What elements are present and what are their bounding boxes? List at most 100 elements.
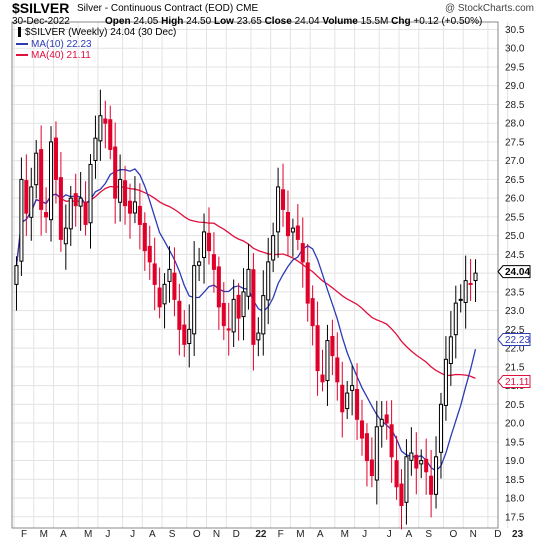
candle-body [137,205,142,225]
x-tick-label: N [470,529,477,540]
x-axis: F M A M J J A S O N D 22 F M A M J J A S O N D 23 [21,529,524,540]
candle-body [443,358,448,406]
candle-body [424,458,429,473]
y-tick-label: 26.5 [505,175,525,186]
x-tick-label: A [149,529,156,540]
ma10-value-tag-box [497,332,531,346]
candle-body [211,254,216,270]
candle-body [429,475,434,495]
legend-ma40: MA(40) 21.11 [16,50,91,61]
candle-body [226,328,231,331]
x-tick-label: O [450,529,458,540]
open-value: 24.05 [133,16,159,27]
volume-label: Volume [322,16,358,27]
ma10-line [15,168,477,472]
quote-date: 30-Dec-2022 [12,16,70,27]
candle-body [458,298,463,301]
plot-frame [11,21,499,529]
legend-main-label: $SILVER (Weekly) 24.04 (30 Dec) [25,27,177,38]
y-tick-label: 25.0 [505,231,525,242]
candle-body [206,232,212,252]
ticker-symbol: $SILVER [12,0,70,16]
y-tick-label: 22.5 [505,325,525,336]
ma40-path [15,185,476,379]
candle-body [325,340,330,382]
candle-body [182,324,187,345]
ohlc-summary: Open 24.05 High 24.50 Low 23.65 Close 24… [105,16,482,27]
legend-main: $SILVER (Weekly) 24.04 (30 Dec) [16,27,176,38]
candle-body [63,227,68,245]
candle-body [108,119,113,150]
candle-body [73,193,78,207]
candle-body [147,245,152,263]
candle-body [192,265,197,335]
ma40-swatch [16,54,28,57]
candle-body [448,336,453,365]
x-tick-label: N [213,529,220,540]
candle-body [409,452,414,461]
x-tick-label: A [406,529,413,540]
y-tick-label: 30.5 [505,25,525,36]
candle-body [88,163,93,224]
candle-body [434,456,439,495]
y-tick-label: 28.5 [505,100,525,111]
close-value: 24.04 [294,16,320,27]
candle-body [103,118,108,124]
ma10-path [15,168,477,472]
candle-body [290,227,295,233]
candle-body [132,201,137,214]
candle-body [58,177,63,240]
candle-body [285,211,290,237]
x-tick-label: F [278,529,284,540]
low-value: 23.65 [236,16,262,27]
candle-body [419,460,424,465]
x-tick-label: F [21,529,27,540]
x-tick-label: J [362,529,367,540]
candle-body [473,272,478,282]
candle-body [300,243,305,263]
candle-body [78,197,83,207]
close-value-tag-text: 24.04 [505,267,530,278]
candle-body [29,186,34,218]
ma40-value-tag-box [497,374,531,388]
x-tick-label: J [130,529,135,540]
candle-body [359,420,365,439]
x-tick-label: 23 [512,529,524,540]
candle-body [39,149,44,210]
y-tick-label: 29.0 [505,81,525,92]
candle-body [399,483,404,507]
y-tick-label: 19.5 [505,437,525,448]
y-tick-label: 23.5 [505,287,525,298]
candles [14,89,478,530]
candle-body [236,294,241,319]
candle-body [394,460,399,488]
y-tick-label: 26.0 [505,194,525,205]
candle-body [453,302,458,336]
x-tick-label: A [317,529,324,540]
open-label: Open [105,16,131,27]
x-tick-label: 22 [255,529,267,540]
y-tick-label: 18.5 [505,475,525,486]
candle-body [241,291,246,318]
x-tick-label: J [387,529,392,540]
low-label: Low [213,16,234,27]
y-tick-label: 24.5 [505,250,525,261]
candle-body [280,189,286,210]
candle-body [355,388,360,420]
candle-body [157,287,162,308]
candle-body [113,146,118,199]
y-tick-label: 30.0 [505,44,525,55]
candle-body [364,433,369,462]
candle-body [127,200,133,214]
y-tick-label: 20.0 [505,419,525,430]
x-tick-label: M [296,529,304,540]
candle-body [468,282,473,285]
grid [12,22,509,528]
candle-body [44,212,49,218]
y-tick-label: 21.5 [505,362,525,373]
candle-body [118,178,123,203]
candle-body [197,261,202,266]
candle-body [98,115,103,142]
candle-body [320,374,325,383]
